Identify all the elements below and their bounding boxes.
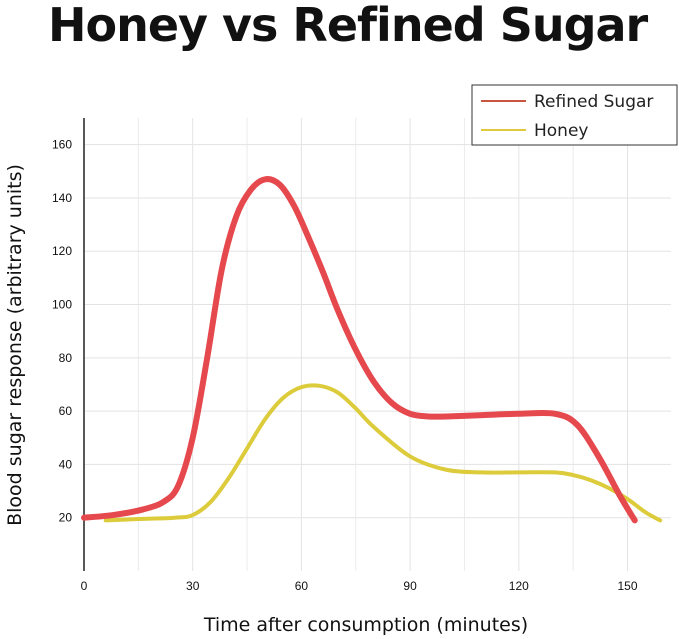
y-tick-label: 60 — [59, 404, 73, 418]
x-tick-label: 60 — [295, 579, 309, 593]
series-group — [81, 176, 663, 524]
x-axis-title: Time after consumption (minutes) — [203, 614, 528, 636]
legend: Refined Sugar Honey — [471, 84, 678, 146]
legend-box — [471, 84, 678, 146]
y-tick-label: 160 — [52, 138, 72, 152]
honey-line — [103, 383, 663, 523]
y-axis-ticks: 20 40 60 80 100 120 140 160 — [52, 138, 72, 525]
x-tick-label: 30 — [186, 579, 200, 593]
y-axis-title: Blood sugar response (arbitrary units) — [4, 164, 26, 526]
y-tick-label: 120 — [52, 244, 72, 258]
chart-title: Honey vs Refined Sugar — [48, 0, 648, 52]
x-tick-label: 0 — [81, 579, 88, 593]
y-tick-label: 80 — [59, 351, 73, 365]
y-tick-label: 40 — [59, 457, 73, 471]
honey-legend-label: Honey — [534, 121, 588, 141]
y-tick-label: 100 — [52, 298, 72, 312]
x-tick-label: 120 — [509, 579, 529, 593]
y-tick-label: 20 — [59, 511, 73, 525]
x-axis-ticks: 0 30 60 90 120 150 — [81, 579, 638, 593]
x-tick-label: 150 — [618, 579, 638, 593]
refined-sugar-legend-label: Refined Sugar — [534, 92, 653, 112]
x-tick-label: 90 — [403, 579, 417, 593]
refined-sugar-line — [81, 176, 638, 524]
grid-lines — [84, 118, 671, 571]
y-tick-label: 140 — [52, 191, 72, 205]
